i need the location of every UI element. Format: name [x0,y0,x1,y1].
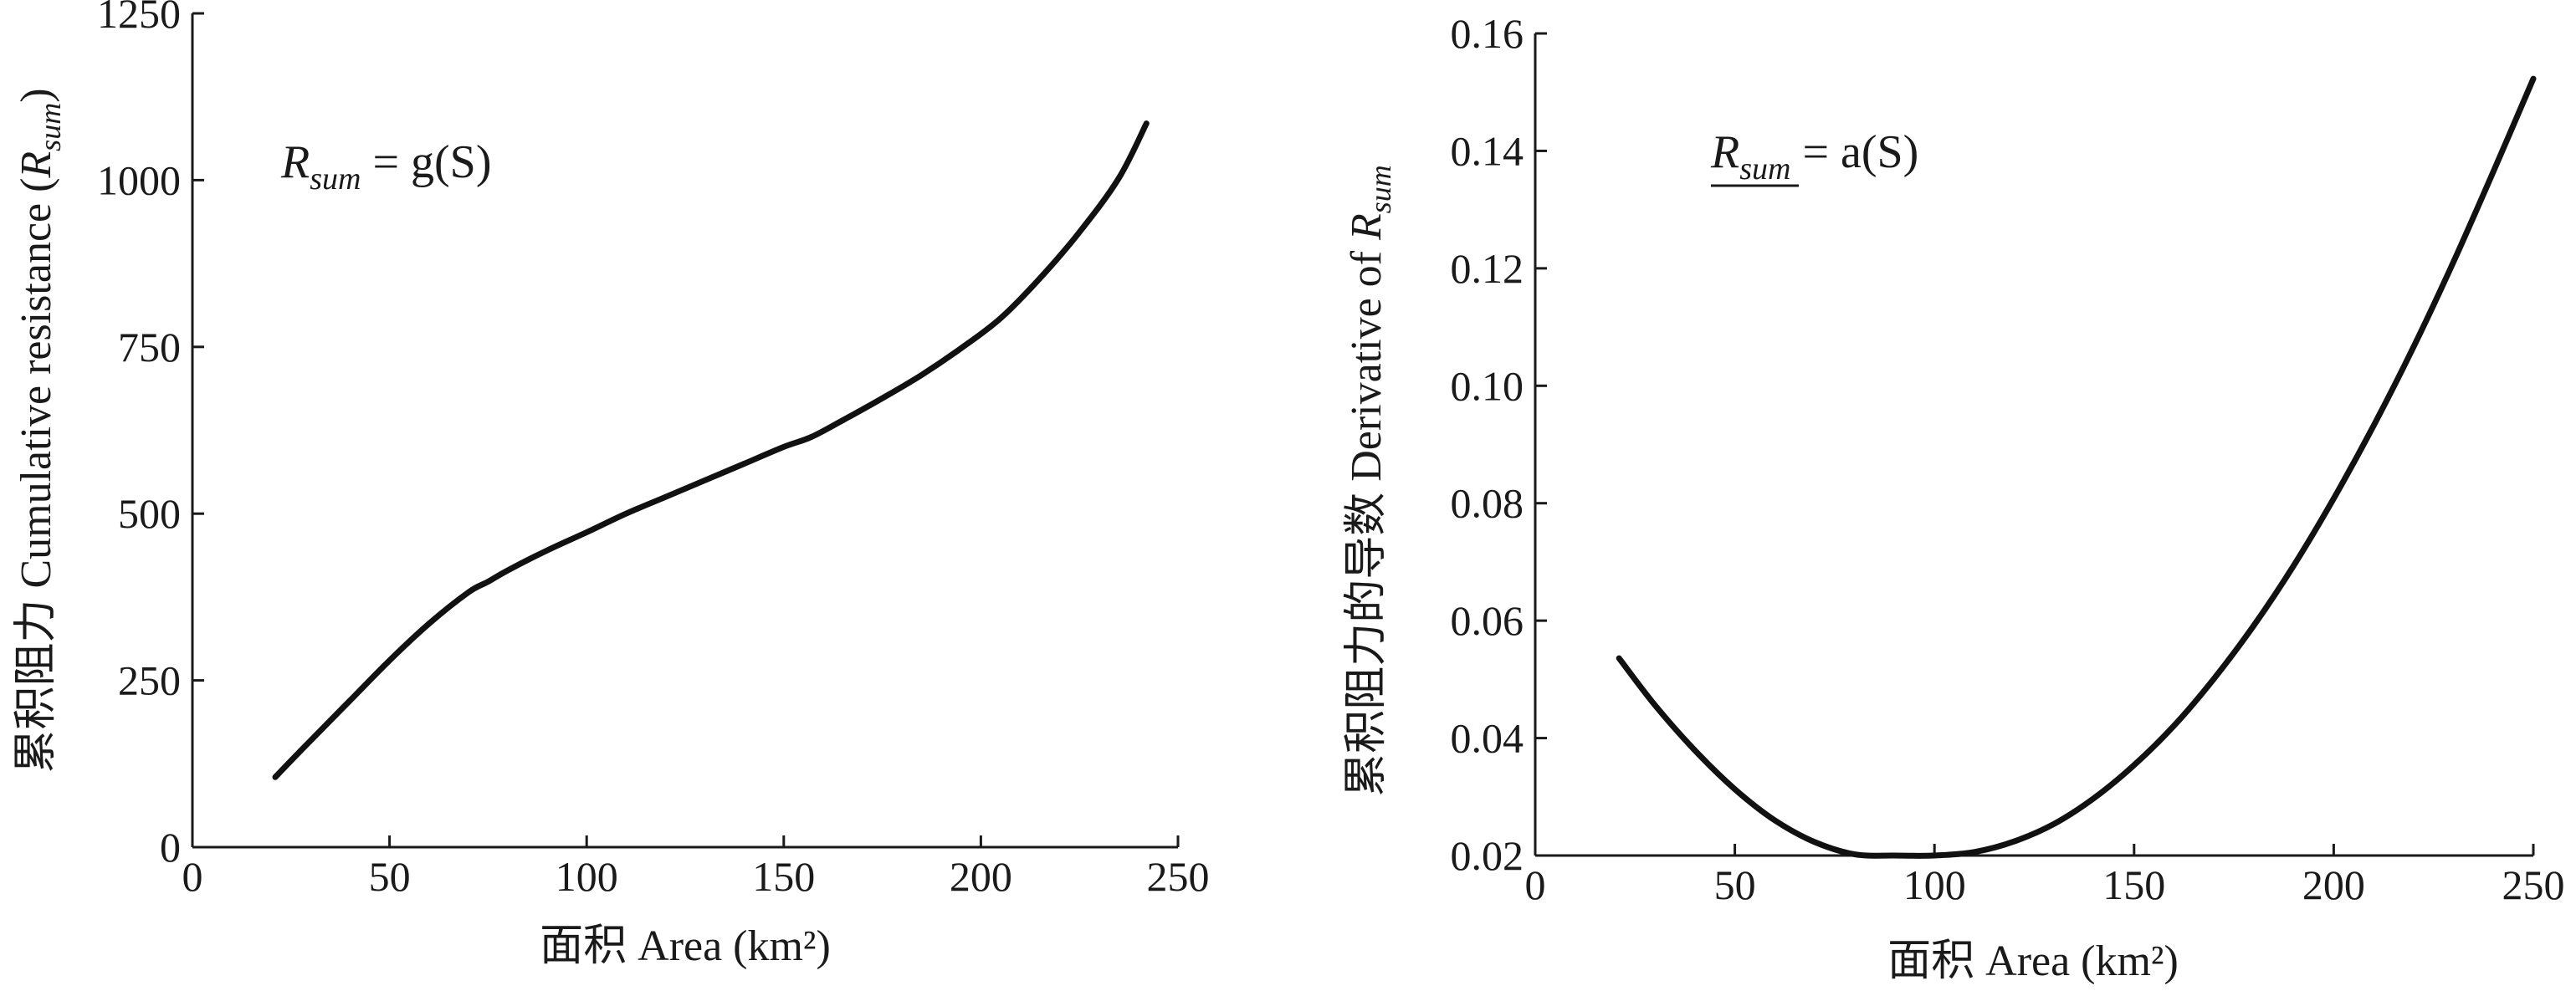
right-x-axis-title: 面积 Area (km²) [1887,937,2179,985]
right-y-tick-label: 0.08 [1451,480,1524,527]
left-series-line [272,120,1150,780]
right-x-tick-label: 200 [2302,861,2365,908]
left-y-tick-label: 1000 [97,156,181,203]
right-x-tick-label: 50 [1714,861,1756,908]
left-x-tick-label: 200 [950,853,1012,900]
left-ticks: 0 50 100 150 200 250 0 250 500 750 1000 1250 [97,0,1210,900]
left-x-tick-label: 150 [752,853,815,900]
left-y-tick-label: 250 [118,657,181,704]
right-y-tick-label: 0.12 [1451,245,1524,292]
right-y-tick-label: 0.14 [1451,127,1524,174]
right-y-axis-title: 累积阻力的导数 Derivative of Rsum [1343,165,1397,797]
left-y-axis-title: 累积阻力 Cumulative resistance (Rsum) [13,88,67,773]
chart-cumulative-resistance: 0 50 100 150 200 250 0 250 500 750 1000 1250 面积 Are… [13,0,1210,970]
right-ticks: 0 50 100 150 200 250 0.02 0.04 0.06 0.08 0.10 0.12 0… [1451,10,2565,908]
right-x-tick-label: 100 [1903,861,1966,908]
right-y-tick-label: 0.02 [1451,832,1524,879]
right-x-tick-label: 150 [2102,861,2165,908]
left-x-tick-label: 100 [556,853,618,900]
right-annotation: Rsum = a(S) [1710,126,1918,186]
left-x-tick-label: 0 [182,853,203,900]
chart-derivative: 0 50 100 150 200 250 0.02 0.04 0.06 0.08 0.10 0.12 0… [1343,10,2565,985]
right-y-tick-label: 0.04 [1451,715,1524,762]
right-x-tick-label: 250 [2502,861,2565,908]
left-y-tick-label: 500 [118,490,181,537]
left-y-tick-label: 0 [160,824,181,871]
left-x-tick-label: 50 [369,853,411,900]
right-y-tick-label: 0.10 [1451,362,1524,409]
right-x-tick-label: 0 [1525,861,1546,908]
left-annotation: Rsum = g(S) [280,136,491,197]
right-y-tick-label: 0.06 [1451,597,1524,644]
right-y-tick-label: 0.16 [1451,10,1524,57]
left-x-axis-title: 面积 Area (km²) [540,922,831,970]
left-x-tick-label: 250 [1147,853,1210,900]
left-y-tick-label: 750 [118,324,181,370]
right-series-line [1616,75,2537,859]
left-y-tick-label: 1250 [97,0,181,37]
